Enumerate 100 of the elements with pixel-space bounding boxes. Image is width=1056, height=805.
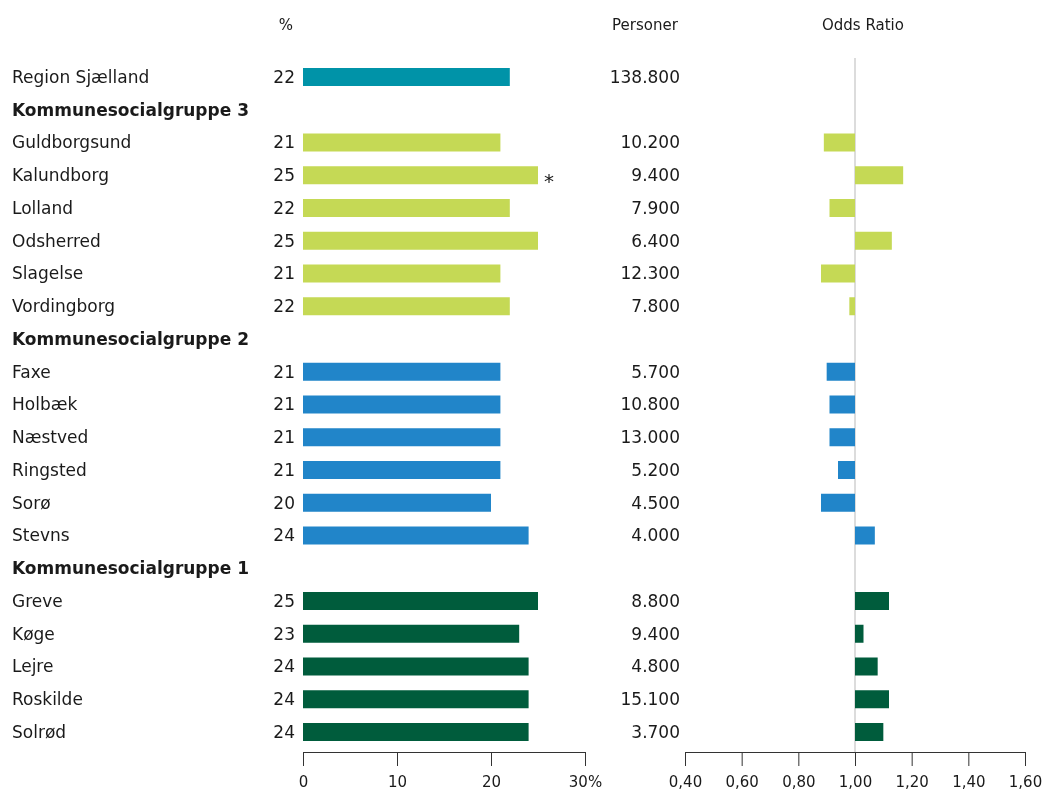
chart-title: Odds Ratio (822, 16, 904, 35)
y-tick-label: Lejre (12, 656, 54, 677)
data-label: 3.700 (631, 721, 680, 742)
bar (303, 231, 538, 250)
data-label: 5.700 (631, 361, 680, 382)
y-tick-label: Vordingborg (12, 296, 116, 317)
data-label: 5.200 (631, 459, 680, 480)
bar (303, 362, 501, 381)
x-tick-label: 0 (298, 772, 309, 791)
x-tick-label: 10 (387, 772, 408, 791)
bar (303, 690, 529, 709)
bar (855, 690, 889, 709)
data-label: 7.800 (631, 296, 680, 317)
y-tick-label: Stevns (12, 525, 70, 546)
bar (826, 362, 855, 381)
bar (855, 624, 864, 643)
y-tick-label: Ringsted (12, 459, 87, 480)
data-label: 24 (273, 721, 295, 742)
x-tick-label: 1,60 (1008, 772, 1043, 791)
bar (855, 723, 884, 741)
y-tick-label: Næstved (12, 427, 89, 448)
y-tick-label: Køge (12, 623, 55, 644)
data-label: 12.300 (620, 263, 680, 284)
text: Personer (612, 16, 679, 35)
data-label: 21 (273, 132, 295, 153)
bar (849, 297, 855, 316)
x-tick-label: 1,20 (895, 772, 929, 791)
y-tick-label: Kalundborg (12, 165, 110, 186)
bar (303, 166, 538, 185)
y-tick-label: Kommunesocialgruppe 1 (12, 558, 249, 579)
y-tick-label: Sorø (12, 492, 51, 513)
data-label: 8.800 (631, 590, 680, 611)
data-label: 15.100 (620, 689, 680, 710)
bar (303, 297, 510, 316)
y-tick-label: Kommunesocialgruppe 3 (12, 99, 249, 120)
bar (303, 723, 529, 741)
bar (303, 68, 510, 86)
y-tick-label: Roskilde (12, 689, 83, 710)
bar (855, 166, 904, 185)
data-label: 21 (273, 394, 295, 415)
bar (303, 592, 538, 610)
bar (303, 199, 510, 217)
bar (303, 428, 501, 447)
bar (821, 493, 855, 512)
x-tick-label: 0,60 (725, 772, 759, 791)
data-label: 24 (273, 525, 295, 546)
data-label: 6.400 (631, 230, 680, 251)
x-tick-label: 30% (568, 772, 603, 791)
data-label: 25 (273, 230, 295, 251)
y-tick-label: Lolland (12, 197, 74, 218)
bar (855, 592, 889, 610)
data-label: 24 (273, 689, 295, 710)
data-label: 10.200 (620, 132, 680, 153)
data-label: 21 (273, 459, 295, 480)
data-label: 21 (273, 361, 295, 382)
bar (823, 133, 855, 152)
y-tick-label: Kommunesocialgruppe 2 (12, 328, 249, 349)
y-tick-label: Region Sjælland (12, 66, 150, 87)
bar (303, 493, 491, 512)
data-label: 22 (273, 66, 295, 87)
data-label: 24 (273, 656, 295, 677)
data-label: 20 (273, 492, 295, 513)
x-tick-label: 1,00 (838, 772, 873, 791)
y-tick-label: Greve (12, 590, 63, 611)
bar (303, 264, 501, 283)
x-tick-label: 0,80 (782, 772, 816, 791)
data-label: 7.900 (631, 197, 680, 218)
data-label: 13.000 (620, 427, 680, 448)
bar (829, 395, 855, 414)
bar (855, 526, 875, 545)
bar (838, 461, 855, 479)
bar (855, 231, 892, 250)
data-label: 25 (273, 165, 295, 186)
annotation: * (544, 169, 554, 194)
bar (829, 199, 855, 217)
data-label: 10.800 (620, 394, 680, 415)
bar (821, 264, 855, 283)
bar (303, 624, 520, 643)
bar (303, 395, 501, 414)
data-label: 138.800 (609, 66, 680, 87)
y-tick-label: Solrød (12, 721, 67, 742)
data-label: 21 (273, 263, 295, 284)
chart-title: % (278, 16, 294, 35)
bar (303, 461, 501, 479)
data-label: 22 (273, 296, 295, 317)
y-tick-label: Odsherred (12, 230, 101, 251)
data-label: 4.000 (631, 525, 680, 546)
bar (303, 133, 501, 152)
x-tick-label: 0,40 (668, 772, 703, 791)
x-tick-label: 20 (481, 772, 502, 791)
y-tick-label: Guldborgsund (12, 132, 132, 153)
bar (855, 657, 878, 676)
y-tick-label: Faxe (12, 361, 51, 382)
x-tick-label: 1,40 (952, 772, 986, 791)
y-tick-label: Holbæk (12, 394, 78, 415)
data-label: 9.400 (631, 623, 680, 644)
bar (303, 526, 529, 545)
data-label: 9.400 (631, 165, 680, 186)
bar (829, 428, 855, 447)
data-label: 23 (273, 623, 295, 644)
